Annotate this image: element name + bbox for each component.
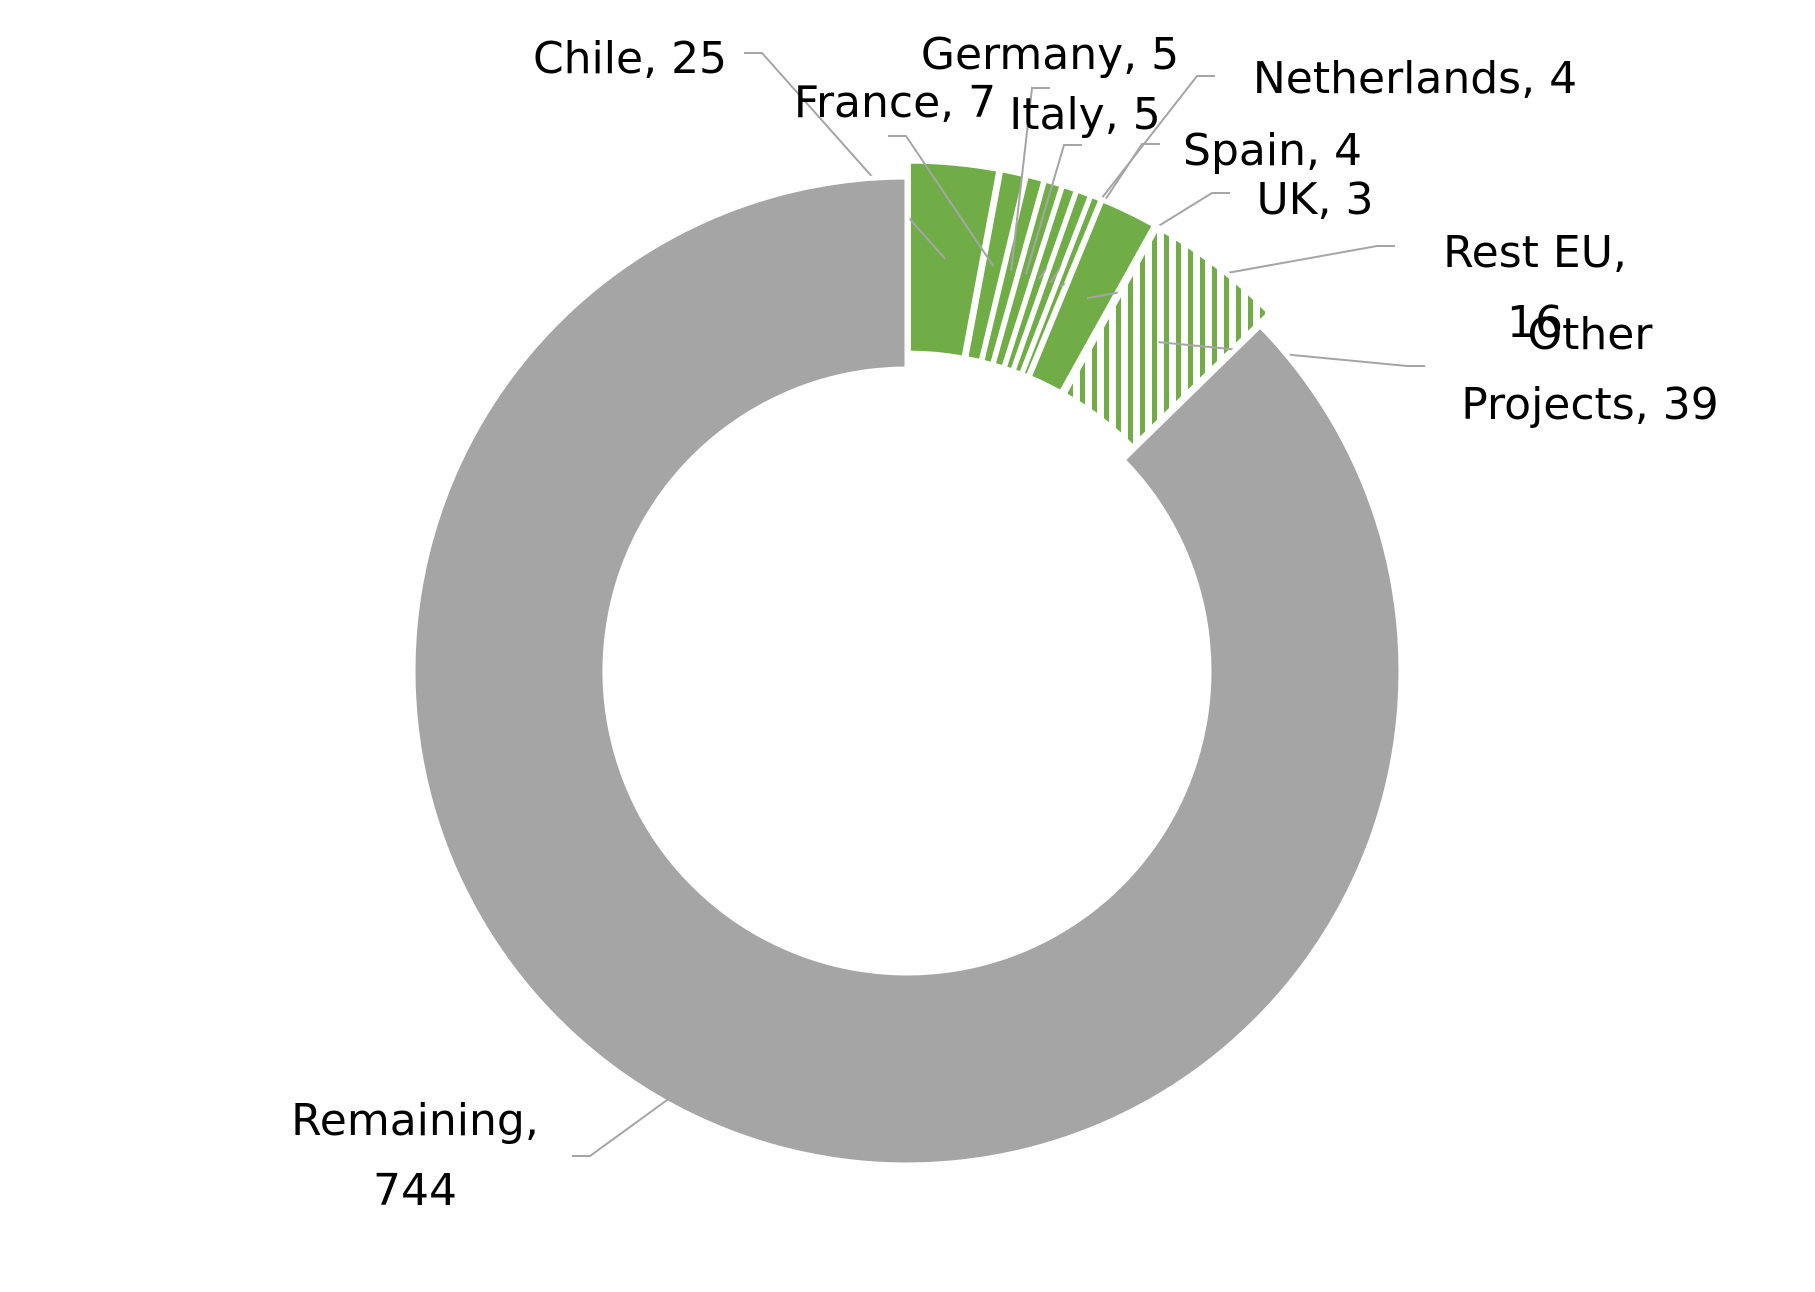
- data-label: France, 7: [780, 68, 1010, 138]
- data-label: Netherlands, 4: [1245, 44, 1585, 114]
- value-label: 39: [1662, 379, 1719, 430]
- category-label: Germany,: [920, 29, 1138, 80]
- category-label: UK,: [1256, 174, 1332, 225]
- value-label: 3: [1345, 174, 1374, 225]
- category-label: France,: [793, 77, 955, 128]
- category-label: Spain,: [1183, 125, 1320, 176]
- data-label: UK, 3: [1255, 165, 1375, 235]
- leader-line: [1010, 87, 1050, 271]
- donut-slice: [1060, 223, 1274, 451]
- value-label: 4: [1549, 53, 1578, 104]
- value-label: 4: [1333, 125, 1362, 176]
- category-label: Netherlands,: [1252, 53, 1536, 104]
- value-label: 7: [968, 77, 997, 128]
- category-label: Rest EU,: [1443, 227, 1627, 278]
- category-label: Remaining,: [291, 1095, 539, 1146]
- data-label: Rest EU, 16: [1410, 218, 1660, 358]
- data-label: Remaining, 744: [270, 1086, 560, 1226]
- donut-slice: [410, 174, 1404, 1168]
- data-label: Spain, 4: [1175, 116, 1370, 186]
- value-label: 16: [1507, 297, 1563, 348]
- leader-line: [888, 135, 995, 267]
- value-label: 744: [373, 1165, 457, 1216]
- category-label: Italy,: [1009, 89, 1119, 140]
- data-label: Chile, 25: [520, 24, 740, 94]
- value-label: 5: [1151, 29, 1180, 80]
- leader-line: [572, 1037, 754, 1157]
- data-label: Other Projects, 39: [1430, 300, 1750, 440]
- value-label: 25: [671, 33, 728, 84]
- data-label: Germany, 5: [915, 20, 1185, 90]
- data-label: Italy, 5: [1005, 80, 1165, 150]
- value-label: 5: [1132, 89, 1161, 140]
- category-label: Chile,: [532, 33, 658, 84]
- category-label: Other Projects,: [1461, 309, 1653, 430]
- leader-line: [1024, 144, 1082, 275]
